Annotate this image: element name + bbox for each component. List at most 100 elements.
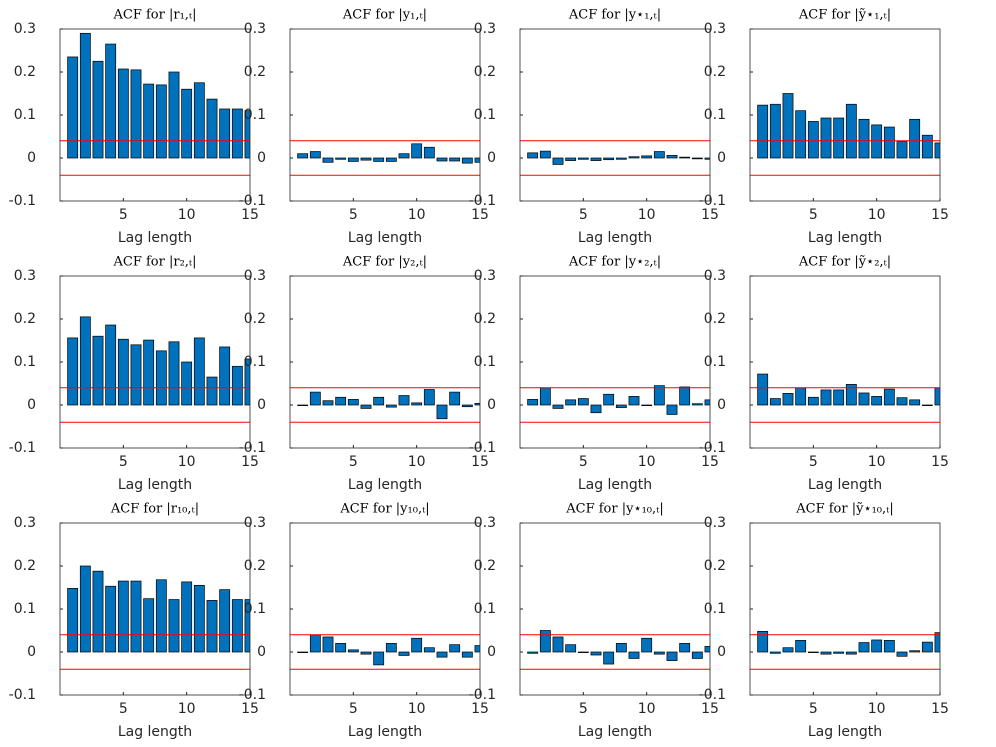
bar xyxy=(603,157,615,161)
bar xyxy=(309,634,321,653)
bar xyxy=(795,640,807,653)
subplot: -0.1 0 0.1 0.2 0.3 5 10 15 ACF for |y⋆₁,ₜ| Lag le… xyxy=(469,8,719,247)
bar xyxy=(461,651,473,658)
bar xyxy=(666,651,678,661)
y-tick-label: -0.1 xyxy=(239,440,266,456)
bar xyxy=(461,157,473,164)
bar xyxy=(565,157,577,161)
x-axis-label: Lag length xyxy=(348,230,422,246)
bar xyxy=(206,98,218,159)
x-tick-label: 10 xyxy=(638,207,656,223)
bar xyxy=(449,391,461,406)
chart-title: ACF for |r₁,ₜ| xyxy=(113,8,197,23)
subplot: -0.1 0 0.1 0.2 0.3 5 10 15 ACF for |ỹ⋆₁,ₜ| Lag le… xyxy=(699,8,949,247)
bar xyxy=(105,43,117,159)
bar xyxy=(92,570,104,653)
x-tick-label: 5 xyxy=(579,454,588,470)
bar xyxy=(244,599,250,653)
bar xyxy=(565,399,577,406)
bar xyxy=(820,389,832,406)
bar xyxy=(577,157,589,160)
bar xyxy=(628,156,640,159)
y-tick-label: 0 xyxy=(257,150,266,166)
bar xyxy=(603,393,615,406)
bar xyxy=(757,631,769,653)
bar xyxy=(143,598,155,653)
subplot: -0.1 0 0.1 0.2 0.3 5 10 15 ACF for |y₁₀,ₜ| Lag le… xyxy=(239,502,489,741)
x-tick-label: 10 xyxy=(408,207,426,223)
chart-title: ACF for |ỹ⋆₂,ₜ| xyxy=(798,255,891,270)
bar xyxy=(909,650,921,653)
y-tick-label: 0.3 xyxy=(474,268,496,284)
plot-area xyxy=(750,631,940,670)
bar xyxy=(155,84,167,159)
bar xyxy=(807,651,819,653)
y-tick-label: 0.1 xyxy=(14,354,36,370)
bar xyxy=(590,651,602,656)
bar xyxy=(385,643,397,653)
bar xyxy=(181,581,193,653)
bar xyxy=(896,651,908,657)
plot-area xyxy=(60,565,250,670)
y-tick-label: 0.2 xyxy=(244,558,266,574)
bar xyxy=(653,151,665,159)
bar xyxy=(385,157,397,162)
y-tick-label: 0.2 xyxy=(244,64,266,80)
bar xyxy=(539,630,551,653)
bar xyxy=(871,124,883,159)
bar xyxy=(449,157,461,162)
bar xyxy=(782,93,794,159)
x-tick-label: 5 xyxy=(809,701,818,717)
bar xyxy=(297,651,309,653)
y-tick-label: -0.1 xyxy=(469,193,496,209)
x-tick-label: 5 xyxy=(119,454,128,470)
x-tick-label: 5 xyxy=(349,701,358,717)
y-tick-label: 0.1 xyxy=(244,107,266,123)
x-tick-label: 15 xyxy=(241,207,259,223)
subplot: -0.1 0 0.1 0.2 0.3 5 10 15 ACF for |y₁,ₜ| Lag len… xyxy=(239,8,489,247)
y-tick-label: 0 xyxy=(717,150,726,166)
subplot: -0.1 0 0.1 0.2 0.3 5 10 15 ACF for |y⋆₂,ₜ| Lag le… xyxy=(469,255,719,494)
x-tick-label: 10 xyxy=(638,701,656,717)
x-tick-label: 5 xyxy=(579,701,588,717)
x-tick-label: 15 xyxy=(931,454,949,470)
bar xyxy=(641,637,653,653)
bar xyxy=(297,404,309,406)
x-tick-label: 5 xyxy=(579,207,588,223)
bar xyxy=(92,335,104,406)
y-tick-label: -0.1 xyxy=(9,687,36,703)
y-tick-label: 0.1 xyxy=(474,601,496,617)
x-tick-label: 15 xyxy=(471,207,489,223)
subplot: -0.1 0 0.1 0.2 0.3 5 10 15 ACF for |r₁,ₜ| Lag len… xyxy=(9,8,259,247)
bar xyxy=(398,395,410,406)
bar xyxy=(67,337,79,406)
bar xyxy=(704,157,710,160)
subplot: -0.1 0 0.1 0.2 0.3 5 10 15 ACF for |ỹ⋆₂,ₜ| Lag le… xyxy=(699,255,949,494)
bar xyxy=(219,108,231,159)
bar xyxy=(155,350,167,406)
bar xyxy=(615,157,627,160)
chart-title: ACF for |r₂,ₜ| xyxy=(113,255,197,270)
y-tick-label: 0 xyxy=(487,397,496,413)
x-tick-label: 15 xyxy=(931,701,949,717)
bar xyxy=(360,404,372,409)
y-tick-label: 0 xyxy=(717,397,726,413)
x-tick-label: 10 xyxy=(868,701,886,717)
x-axis-label: Lag length xyxy=(578,477,652,493)
bar xyxy=(411,637,423,653)
bar xyxy=(628,651,640,659)
bar xyxy=(527,152,539,159)
chart-title: ACF for |y⋆₁,ₜ| xyxy=(568,8,661,23)
bar xyxy=(67,588,79,653)
y-tick-label: -0.1 xyxy=(9,440,36,456)
y-tick-label: 0.1 xyxy=(14,601,36,617)
bar xyxy=(552,636,564,653)
x-axis-label: Lag length xyxy=(578,230,652,246)
bar xyxy=(79,316,91,406)
plot-area xyxy=(520,385,710,423)
x-tick-label: 15 xyxy=(931,207,949,223)
bar xyxy=(206,600,218,653)
subplot: -0.1 0 0.1 0.2 0.3 5 10 15 ACF for |r₂,ₜ| Lag len… xyxy=(9,255,259,494)
y-tick-label: 0 xyxy=(27,397,36,413)
bar xyxy=(181,88,193,159)
